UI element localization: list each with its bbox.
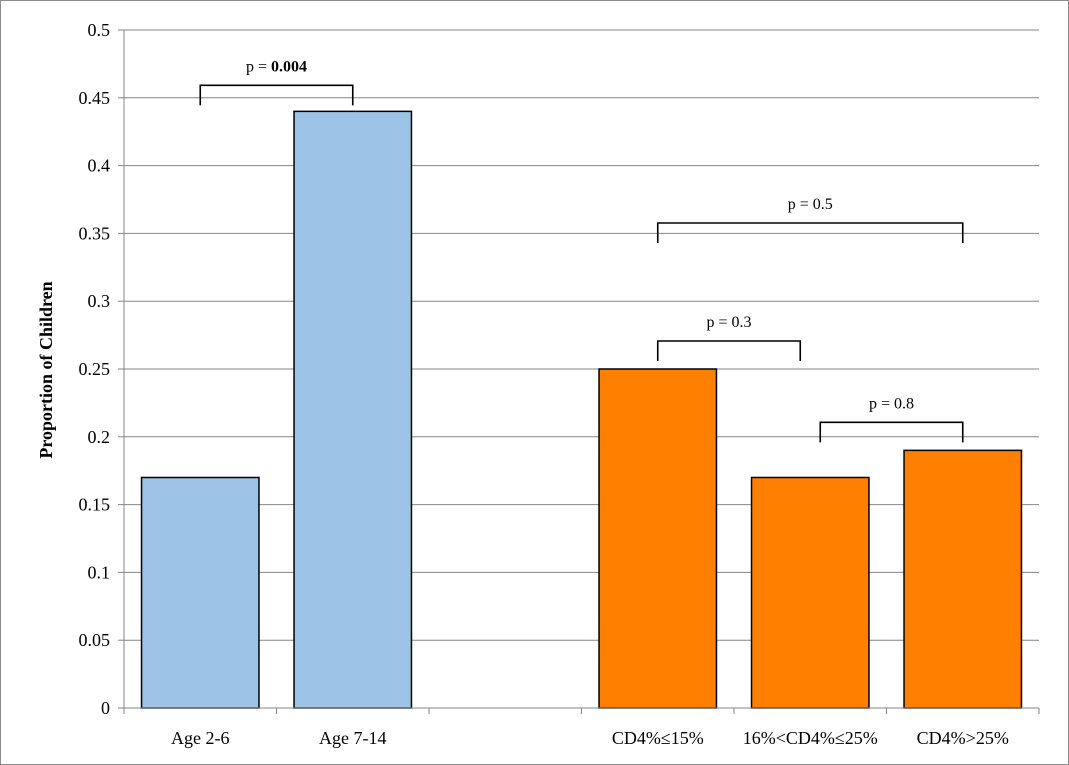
y-axis-label: Proportion of Children [36,281,56,458]
y-tick-label: 0.15 [79,495,111,515]
p-value-label: p = 0.8 [869,395,914,412]
y-tick-label: 0.35 [79,223,111,243]
x-category-label: 16%<CD4%≤25% [743,728,878,748]
y-tick-labels: 0 0.05 0.1 0.15 0.2 0.25 0.3 0.35 0.4 0.45 0.5 [79,20,111,718]
y-tick-label: 0.45 [79,88,111,108]
p-value-label: p = 0.004 [246,58,307,75]
x-category-label: CD4%≤15% [612,728,704,748]
significance-bracket [819,421,964,443]
y-tick-label: 0.25 [79,359,111,379]
gridlines [118,29,1039,709]
x-category-label: Age 7-14 [319,728,386,748]
y-tick-label: 0.05 [79,630,111,650]
y-tick-label: 0.4 [88,156,111,176]
p-value-label: p = 0.3 [706,314,751,331]
bars [140,110,1023,709]
significance-bracket [656,222,964,243]
x-category-label: Age 2-6 [171,728,229,748]
bar [140,476,260,709]
bar [598,368,718,709]
bar [293,110,413,709]
y-tick-label: 0.5 [88,20,111,40]
y-tick-label: 0.2 [88,427,111,447]
significance-brackets: p = 0.004 p = 0.5 p = 0.3 p = 0.8 [199,58,964,443]
y-tick-label: 0.3 [88,291,111,311]
x-category-label: CD4%>25% [917,728,1009,748]
p-value-label: p = 0.5 [788,196,833,213]
bar [903,449,1023,709]
axes [123,30,1040,714]
significance-bracket [199,84,354,106]
y-tick-label: 0 [101,698,110,718]
bar [750,476,870,709]
x-category-labels: Age 2-6 Age 7-14 CD4%≤15% 16%<CD4%≤25% CD4%>… [171,728,1009,748]
significance-bracket [656,340,802,361]
y-tick-label: 0.1 [88,562,111,582]
